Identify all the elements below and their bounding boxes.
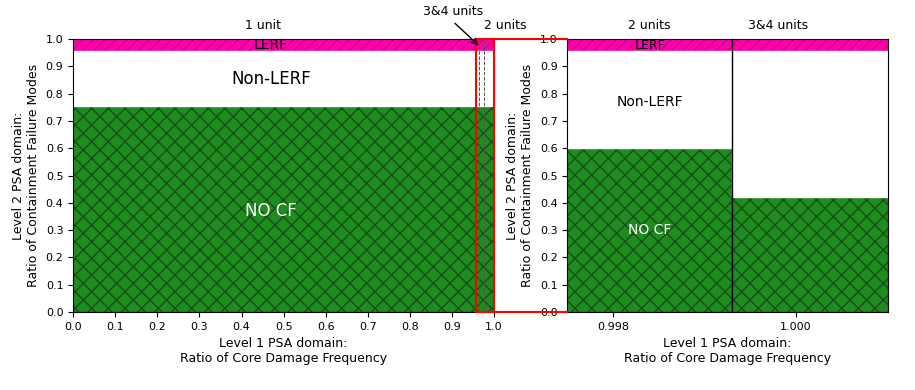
Bar xyxy=(477,39,494,312)
Text: 1 unit: 1 unit xyxy=(244,19,281,32)
Y-axis label: Level 2 PSA domain:
Ratio of Containment Failure Modes: Level 2 PSA domain: Ratio of Containment… xyxy=(506,64,534,287)
Text: Non-LERF: Non-LERF xyxy=(231,70,311,88)
X-axis label: Level 1 PSA domain:
Ratio of Core Damage Frequency: Level 1 PSA domain: Ratio of Core Damage… xyxy=(180,337,387,365)
Text: LERF: LERF xyxy=(254,38,288,52)
Text: NO CF: NO CF xyxy=(245,202,296,220)
Text: 3&4 units: 3&4 units xyxy=(423,5,483,18)
Text: Non-LERF: Non-LERF xyxy=(617,95,683,109)
Text: LERF: LERF xyxy=(634,39,665,52)
X-axis label: Level 1 PSA domain:
Ratio of Core Damage Frequency: Level 1 PSA domain: Ratio of Core Damage… xyxy=(624,337,831,365)
Y-axis label: Level 2 PSA domain:
Ratio of Containment Failure Modes: Level 2 PSA domain: Ratio of Containment… xyxy=(12,64,40,287)
Text: 2 units: 2 units xyxy=(629,19,671,32)
Text: 2 units: 2 units xyxy=(483,19,526,32)
Text: NO CF: NO CF xyxy=(628,223,672,237)
Text: 3&4 units: 3&4 units xyxy=(748,19,808,32)
